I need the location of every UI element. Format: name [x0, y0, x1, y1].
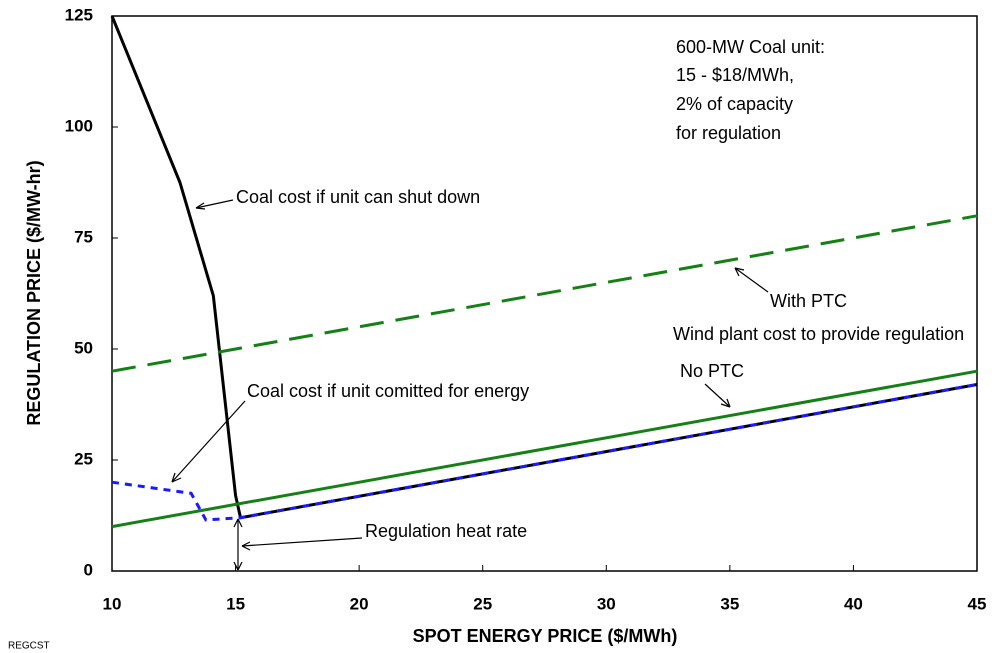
annotation: 15 - $18/MWh,	[676, 65, 794, 85]
series-line	[111, 369, 978, 529]
annotation: Wind plant cost to provide regulation	[673, 324, 964, 344]
x-tick-label: 35	[720, 594, 739, 613]
y-tick-label: 125	[65, 5, 93, 24]
series-label: No PTC	[680, 361, 744, 381]
x-tick-label: 30	[597, 594, 616, 613]
x-tick-label: 15	[226, 594, 245, 613]
annotation: for regulation	[676, 123, 781, 143]
plot-frame	[111, 15, 978, 572]
x-tick-label: 25	[473, 594, 492, 613]
annotation: 2% of capacity	[676, 94, 793, 114]
series-line	[110, 15, 978, 520]
footnote: REGCST	[8, 641, 50, 652]
annotation: 600-MW Coal unit:	[676, 37, 825, 57]
series-label: Coal cost if unit comitted for energy	[247, 381, 529, 401]
y-tick-label: 50	[74, 338, 93, 357]
y-tick-label: 25	[74, 449, 93, 468]
x-tick-label: 10	[103, 594, 122, 613]
series-label: Coal cost if unit can shut down	[236, 187, 480, 207]
y-tick-label: 75	[74, 227, 93, 246]
annotation: Regulation heat rate	[365, 521, 527, 541]
arrows	[171, 199, 769, 571]
x-tick-label: 40	[844, 594, 863, 613]
series-line	[111, 383, 978, 522]
y-tick-label: 100	[65, 116, 93, 135]
series-label: With PTC	[770, 291, 847, 311]
x-axis-title: SPOT ENERGY PRICE ($/MWh)	[413, 626, 678, 646]
y-tick-label: 0	[84, 560, 93, 579]
x-tick-label: 45	[968, 594, 987, 613]
series-line	[111, 214, 978, 373]
x-tick-label: 20	[350, 594, 369, 613]
y-axis-title: REGULATION PRICE ($/MW-hr)	[24, 160, 44, 425]
